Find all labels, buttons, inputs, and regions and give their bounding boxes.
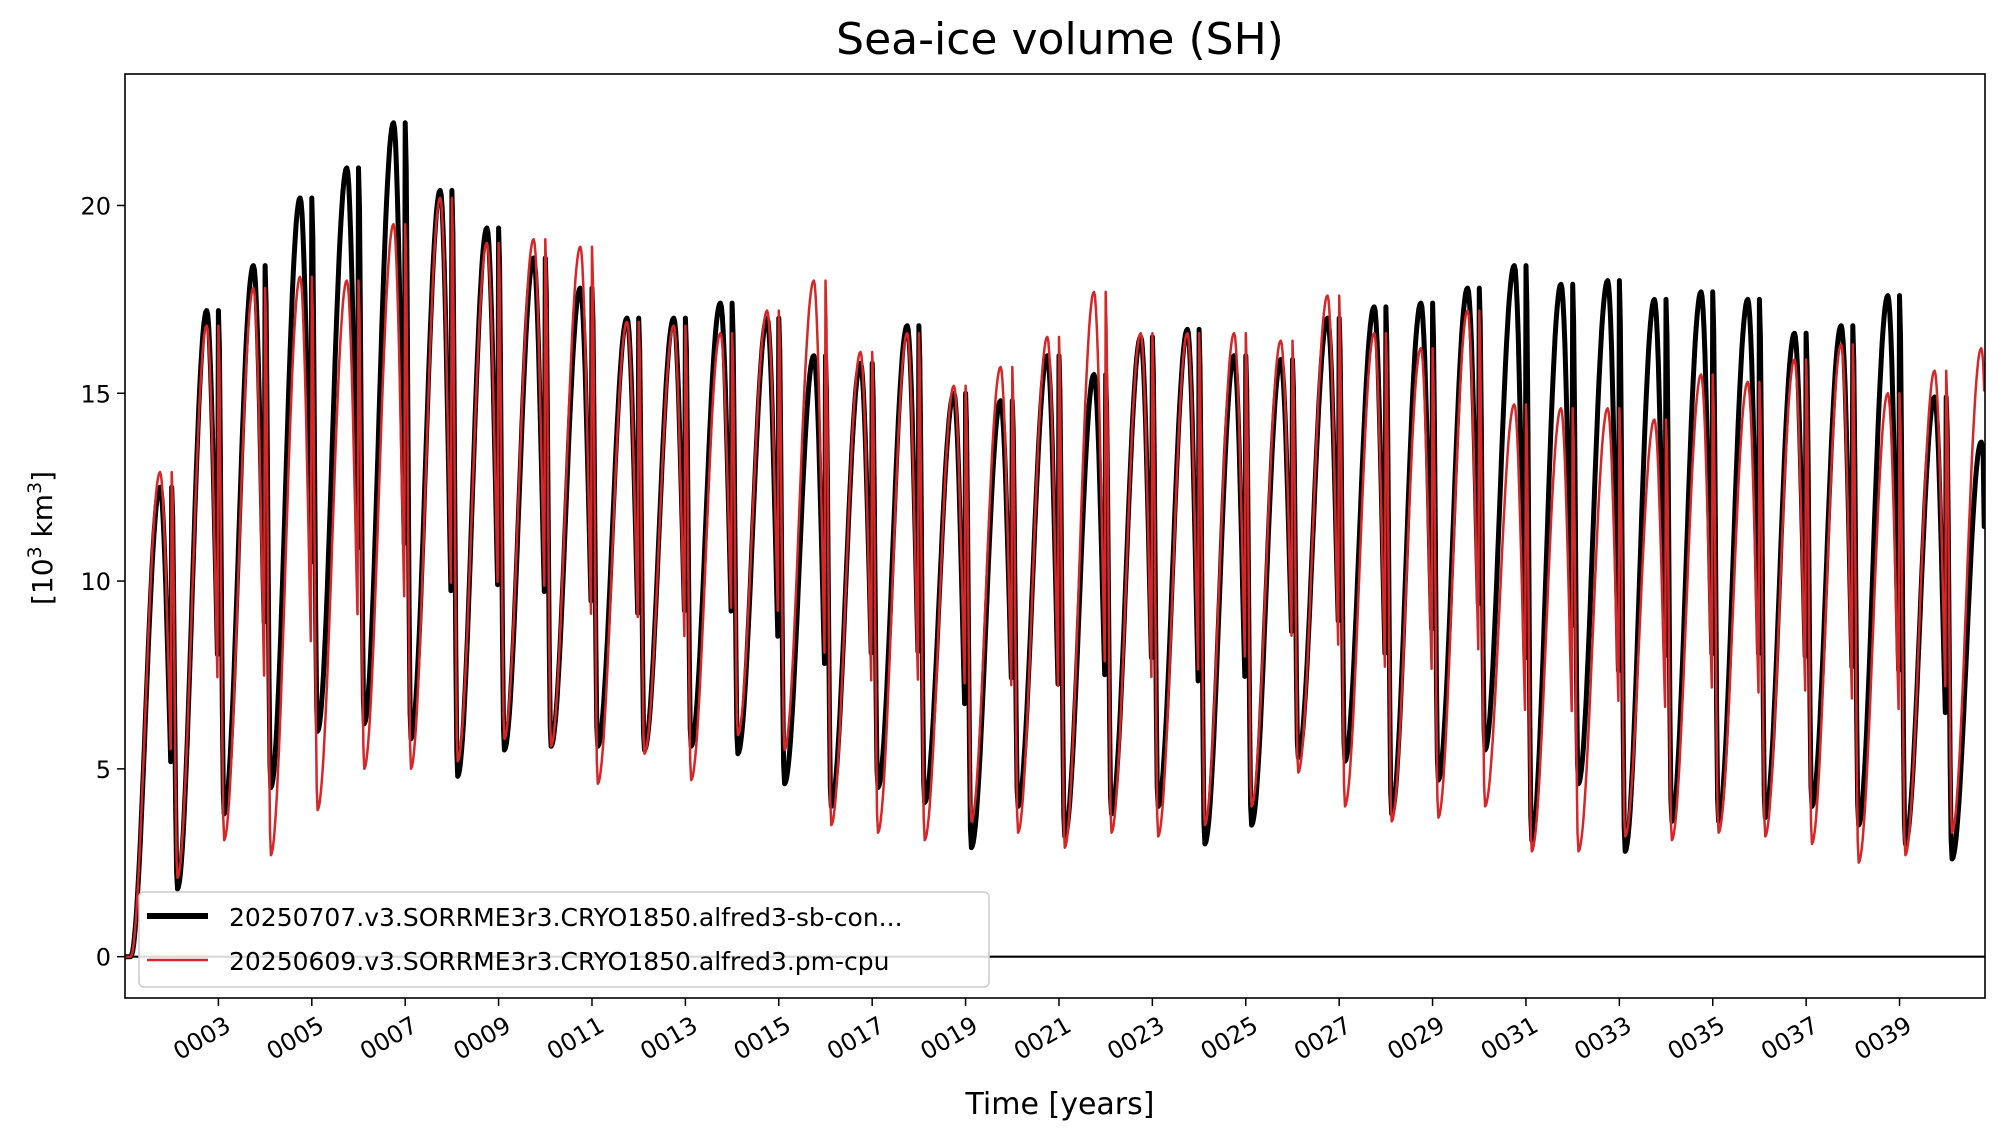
y-axis-ticks: 0 5 10 15 20: [80, 192, 125, 972]
x-tick-label: 0039: [1850, 1011, 1917, 1066]
chart-title: Sea-ice volume (SH): [836, 14, 1284, 65]
x-tick-label: 0031: [1476, 1011, 1543, 1066]
x-tick-label: 0027: [1289, 1011, 1356, 1066]
x-tick-label: 0007: [355, 1011, 422, 1066]
x-tick-label: 0009: [449, 1011, 516, 1066]
x-tick-label: 0011: [542, 1011, 609, 1066]
legend-label-series-2: 20250609.v3.SORRME3r3.CRYO1850.alfred3.p…: [229, 947, 890, 976]
x-tick-label: 0035: [1663, 1011, 1730, 1066]
x-tick-label: 0015: [729, 1011, 796, 1066]
x-axis-ticks: 0003 0005 0007 0009 0011 0013 0015 0017 0019 0021…: [169, 998, 1917, 1066]
y-tick-label: 20: [80, 192, 111, 220]
y-tick-label: 10: [80, 568, 111, 596]
x-tick-label: 0005: [262, 1011, 329, 1066]
x-tick-label: 0021: [1009, 1011, 1076, 1066]
legend-box: [138, 891, 990, 988]
legend-label-series-1: 20250707.v3.SORRME3r3.CRYO1850.alfred3-s…: [229, 903, 903, 932]
x-tick-label: 0033: [1569, 1011, 1636, 1066]
x-tick-label: 0017: [822, 1011, 889, 1066]
y-tick-label: 5: [96, 756, 111, 784]
legend: 20250707.v3.SORRME3r3.CRYO1850.alfred3-s…: [138, 891, 990, 988]
y-tick-label: 15: [80, 380, 111, 408]
x-tick-label: 0029: [1383, 1011, 1450, 1066]
plot-frame: [124, 73, 1986, 999]
x-axis-label: Time [years]: [965, 1087, 1155, 1122]
x-tick-label: 0025: [1196, 1011, 1263, 1066]
series-2-line: [125, 196, 1985, 958]
x-tick-label: 0019: [916, 1011, 983, 1066]
y-axis-label: [103 km3]: [24, 471, 59, 605]
x-tick-label: 0013: [635, 1011, 702, 1066]
x-tick-label: 0023: [1102, 1011, 1169, 1066]
x-tick-label: 0003: [169, 1011, 236, 1066]
y-tick-label: 0: [96, 944, 111, 972]
x-tick-label: 0037: [1756, 1011, 1823, 1066]
